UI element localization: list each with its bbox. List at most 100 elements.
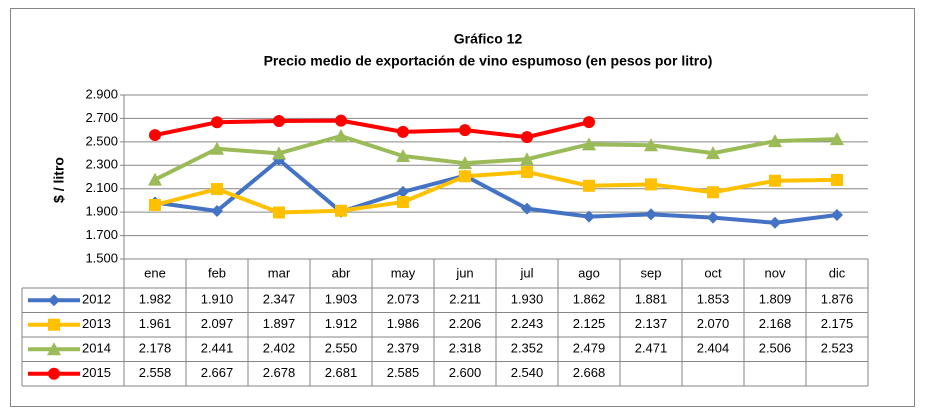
y-tick-label: 2.900 <box>85 86 118 101</box>
data-point <box>830 132 844 146</box>
y-tick-label: 1.900 <box>85 204 118 219</box>
data-point <box>769 216 781 229</box>
data-point <box>583 179 595 192</box>
x-tick-label: jun <box>455 265 473 280</box>
table-value: 2.540 <box>511 365 544 380</box>
table-value: 1.903 <box>325 292 358 307</box>
x-tick-label: feb <box>208 265 226 280</box>
data-point <box>707 211 719 224</box>
x-tick-label: ene <box>144 265 166 280</box>
y-tick-label: 2.100 <box>85 180 118 195</box>
table-value: 1.930 <box>511 292 544 307</box>
table-value: 1.809 <box>759 292 792 307</box>
table-value: 2.523 <box>821 341 854 356</box>
table-value: 2.402 <box>263 341 296 356</box>
data-point <box>211 204 223 217</box>
table-value: 2.097 <box>201 316 234 331</box>
table-value: 2.668 <box>573 365 606 380</box>
table-value: 1.862 <box>573 292 606 307</box>
data-point <box>583 210 595 223</box>
table-value: 2.506 <box>759 341 792 356</box>
table-value: 2.347 <box>263 292 296 307</box>
data-point <box>273 206 285 219</box>
x-tick-label: oct <box>704 265 722 280</box>
data-point <box>706 146 720 160</box>
data-point <box>459 124 471 137</box>
legend-label: 2013 <box>82 316 111 331</box>
table-value: 2.681 <box>325 365 358 380</box>
data-point <box>211 116 223 129</box>
table-value: 2.600 <box>449 365 482 380</box>
data-point <box>521 202 533 215</box>
series-line <box>154 169 838 215</box>
table-value: 2.667 <box>201 365 234 380</box>
data-point <box>644 138 658 152</box>
table-value: 2.441 <box>201 341 234 356</box>
data-point <box>520 152 534 166</box>
data-point <box>397 185 409 198</box>
data-point <box>149 129 161 142</box>
data-point <box>335 204 347 217</box>
table-value: 2.404 <box>697 341 730 356</box>
data-point <box>273 115 285 128</box>
table-value: 1.961 <box>139 316 172 331</box>
data-point <box>583 116 595 129</box>
x-tick-label: jul <box>519 265 533 280</box>
data-point <box>397 196 409 209</box>
x-tick-label: ago <box>578 265 600 280</box>
legend-marker <box>48 318 60 331</box>
table-value: 2.243 <box>511 316 544 331</box>
legend-marker <box>47 342 61 356</box>
data-point <box>334 129 348 142</box>
data-point <box>831 208 843 221</box>
data-point <box>458 156 472 170</box>
chart-title: Gráfico 12 <box>454 31 523 47</box>
table-value: 2.558 <box>139 365 172 380</box>
y-tick-label: 2.700 <box>85 110 118 125</box>
data-point <box>521 131 533 144</box>
table-value: 1.986 <box>387 316 420 331</box>
x-tick-label: abr <box>332 265 351 280</box>
data-point <box>521 165 533 178</box>
table-value: 1.982 <box>139 292 172 307</box>
table-value: 2.352 <box>511 341 544 356</box>
data-point <box>272 146 286 160</box>
y-tick-label: 2.300 <box>85 157 118 172</box>
data-point <box>211 183 223 196</box>
table-value: 1.910 <box>201 292 234 307</box>
data-point <box>582 137 596 151</box>
table-value: 2.168 <box>759 316 792 331</box>
x-tick-label: nov <box>765 265 786 280</box>
series-line <box>154 157 838 225</box>
x-tick-label: mar <box>268 265 291 280</box>
data-point <box>459 170 471 183</box>
table-value: 2.318 <box>449 341 482 356</box>
table-value: 2.178 <box>139 341 172 356</box>
y-axis-label: $ / litro <box>51 157 67 203</box>
legend-marker <box>48 294 60 307</box>
data-point <box>148 172 162 186</box>
legend-label: 2015 <box>82 365 111 380</box>
y-tick-label: 1.500 <box>85 250 118 265</box>
y-tick-label: 2.500 <box>85 133 118 148</box>
data-point <box>396 149 410 163</box>
table-value: 2.550 <box>325 341 358 356</box>
table-value: 2.479 <box>573 341 606 356</box>
data-point <box>831 173 843 186</box>
table-value: 1.912 <box>325 316 358 331</box>
data-point <box>335 114 347 127</box>
legend-marker <box>48 367 60 380</box>
table-value: 2.206 <box>449 316 482 331</box>
table-value: 1.897 <box>263 316 296 331</box>
series-line <box>154 134 838 182</box>
x-tick-label: dic <box>829 265 846 280</box>
table-value: 2.073 <box>387 292 420 307</box>
legend-label: 2014 <box>82 341 111 356</box>
data-point <box>769 174 781 187</box>
table-value: 2.125 <box>573 316 606 331</box>
table-value: 2.471 <box>635 341 668 356</box>
x-tick-label: may <box>391 265 416 280</box>
table-value: 1.881 <box>635 292 668 307</box>
y-tick-label: 1.700 <box>85 227 118 242</box>
